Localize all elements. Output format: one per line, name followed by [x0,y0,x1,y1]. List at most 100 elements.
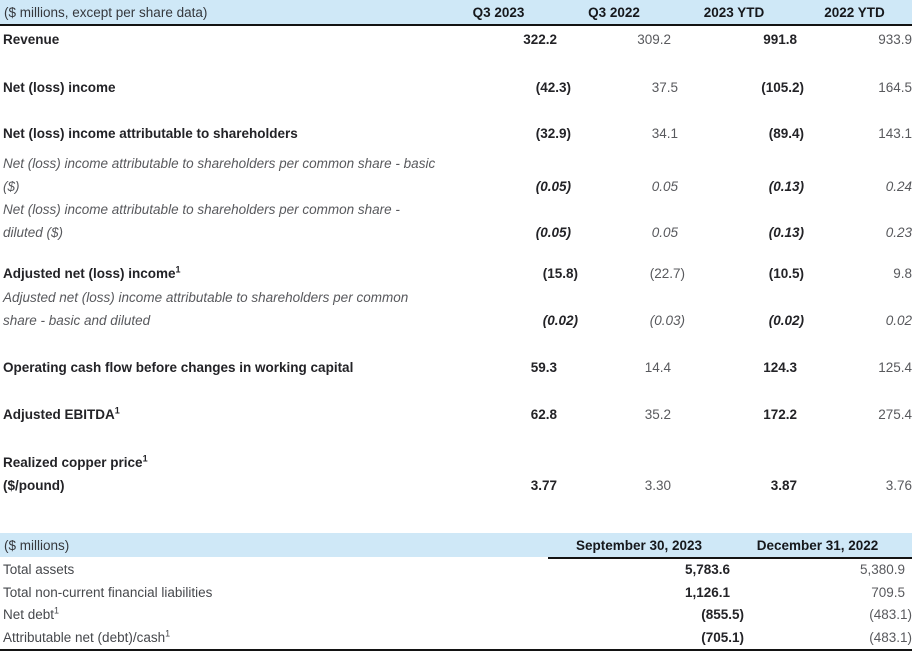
row-label: Total assets [3,562,75,577]
value-cell: (105.2) [761,80,804,95]
row-label: Net (loss) income attributable to shareh… [3,156,436,171]
table-row: Net (loss) income attributable to shareh… [0,198,912,244]
value-cell: 0.05 [651,179,678,194]
table-row-line: diluted ($) (0.05) 0.05 (0.13) 0.23 [0,221,912,244]
table-row: Total assets 5,783.6 5,380.9 [0,559,912,582]
table-row-line: Net (loss) income attributable to shareh… [0,152,912,175]
value-cell: 322.2 [523,32,557,47]
value-cell: 275.4 [878,407,912,422]
footnote-marker: 1 [114,405,120,416]
table1-header-label: ($ millions, except per share data) [4,4,208,20]
value-cell: (483.1) [869,629,912,645]
value-cell: 0.23 [885,225,912,240]
column-header-q3-2022: Q3 2022 [588,4,640,20]
table-row: Adjusted net (loss) income attributable … [0,286,912,332]
table-row: Adjusted net (loss) income1 (15.8) (22.7) (… [0,262,912,285]
table-row: Total non-current financial liabilities 1… [0,582,912,605]
table-row-line: Adjusted net (loss) income1 (15.8) (22.7) (… [0,262,912,285]
row-label: Adjusted net (loss) income attributable … [3,290,409,305]
value-cell: (0.13) [768,225,804,240]
value-cell: (0.05) [535,225,571,240]
value-cell: 35.2 [644,407,671,422]
value-cell: 3.87 [770,478,797,493]
table1-body: Revenue 322.2 309.2 991.8 933.9 Net (loss) in… [0,28,912,497]
value-cell: 164.5 [878,80,912,95]
row-label: Net (loss) income attributable to shareh… [3,126,298,141]
value-cell: 62.8 [530,407,557,422]
table-row: Net (loss) income (42.3) 37.5 (105.2) 164.5 [0,76,912,99]
table-row: Adjusted EBITDA1 62.8 35.2 172.2 275.4 [0,403,912,426]
row-label: Operating cash flow before changes in wo… [3,360,354,375]
table-row-line: Net (loss) income attributable to shareh… [0,122,912,145]
table2-header-row: ($ millions) September 30, 2023 December… [0,533,912,557]
value-cell: 0.24 [885,179,912,194]
row-label: diluted ($) [3,225,64,240]
value-cell: 37.5 [651,80,678,95]
value-cell: (0.02) [768,313,804,328]
table-row: Net debt1 (855.5) (483.1) [0,604,912,627]
value-cell: (22.7) [649,266,685,281]
value-cell: (89.4) [768,126,804,141]
column-header-q3-2023: Q3 2023 [472,4,525,20]
table-row-line: Adjusted EBITDA1 62.8 35.2 172.2 275.4 [0,403,912,426]
table2-header-label: ($ millions) [4,537,70,553]
value-cell: (0.05) [535,179,571,194]
value-cell: (0.13) [768,179,804,194]
table-row-line: ($) (0.05) 0.05 (0.13) 0.24 [0,175,912,198]
table-row-line: Realized copper price1 [0,451,912,474]
table-row-line: Net (loss) income attributable to shareh… [0,198,912,221]
footnote-marker: 1 [175,264,181,275]
value-cell: 3.77 [530,478,557,493]
table1-header-rule [0,24,912,26]
value-cell: 9.8 [893,266,912,281]
table-row: Net (loss) income attributable to shareh… [0,122,912,145]
table1-header-row: ($ millions, except per share data) Q3 2… [0,0,912,24]
table2-header-rule [548,557,912,559]
row-label: Total non-current financial liabilities [3,584,213,600]
quarterly-financial-highlights-table: ($ millions, except per share data) Q3 2… [0,0,912,497]
value-cell: (15.8) [542,266,578,281]
table-row: Net (loss) income attributable to shareh… [0,152,912,198]
row-label: Net (loss) income [3,80,116,95]
table-row: Attributable net (debt)/cash1 (705.1) (483… [0,627,912,650]
value-cell: 172.2 [763,407,797,422]
row-label: ($/pound) [3,478,65,493]
row-label: ($) [3,179,20,194]
row-label: share - basic and diluted [3,313,151,328]
value-cell: 5,380.9 [859,562,905,577]
value-cell: 14.4 [644,360,671,375]
value-cell: 124.3 [763,360,797,375]
value-cell: 0.05 [651,225,678,240]
table-row-line: Operating cash flow before changes in wo… [0,356,912,379]
value-cell: 1,126.1 [684,584,730,600]
value-cell: (0.02) [542,313,578,328]
value-cell: 3.30 [644,478,671,493]
value-cell: 59.3 [530,360,557,375]
balance-sheet-highlights-table: ($ millions) September 30, 2023 December… [0,533,912,651]
row-label: Net (loss) income attributable to shareh… [3,202,400,217]
table-row: Realized copper price1 ($/pound) 3.77 3.30 3… [0,451,912,497]
value-cell: (32.9) [535,126,571,141]
footnote-marker: 1 [165,628,171,638]
row-label: Attributable net (debt)/cash1 [3,628,171,645]
footnote-marker: 1 [142,453,148,464]
value-cell: 709.5 [871,584,905,600]
value-cell: 34.1 [651,126,678,141]
value-cell: 3.76 [885,478,912,493]
column-header-2022-ytd: 2022 YTD [824,4,885,20]
table2-body: Total assets 5,783.6 5,380.9 Total non-curr… [0,559,912,649]
row-label: Revenue [3,32,60,47]
value-cell: 143.1 [878,126,912,141]
column-header-september-30-2023: September 30, 2023 [575,537,703,553]
value-cell: 0.02 [885,313,912,328]
value-cell: (483.1) [869,607,912,622]
table-row-line: share - basic and diluted (0.02) (0.03) (0.… [0,309,912,332]
row-label: Adjusted net (loss) income1 [3,264,181,281]
table-row-line: Revenue 322.2 309.2 991.8 933.9 [0,28,912,51]
table-row-line: ($/pound) 3.77 3.30 3.87 3.76 [0,474,912,497]
row-label: Net debt1 [3,605,60,622]
column-header-2023-ytd: 2023 YTD [703,4,765,20]
value-cell: (0.03) [649,313,685,328]
value-cell: (10.5) [768,266,804,281]
